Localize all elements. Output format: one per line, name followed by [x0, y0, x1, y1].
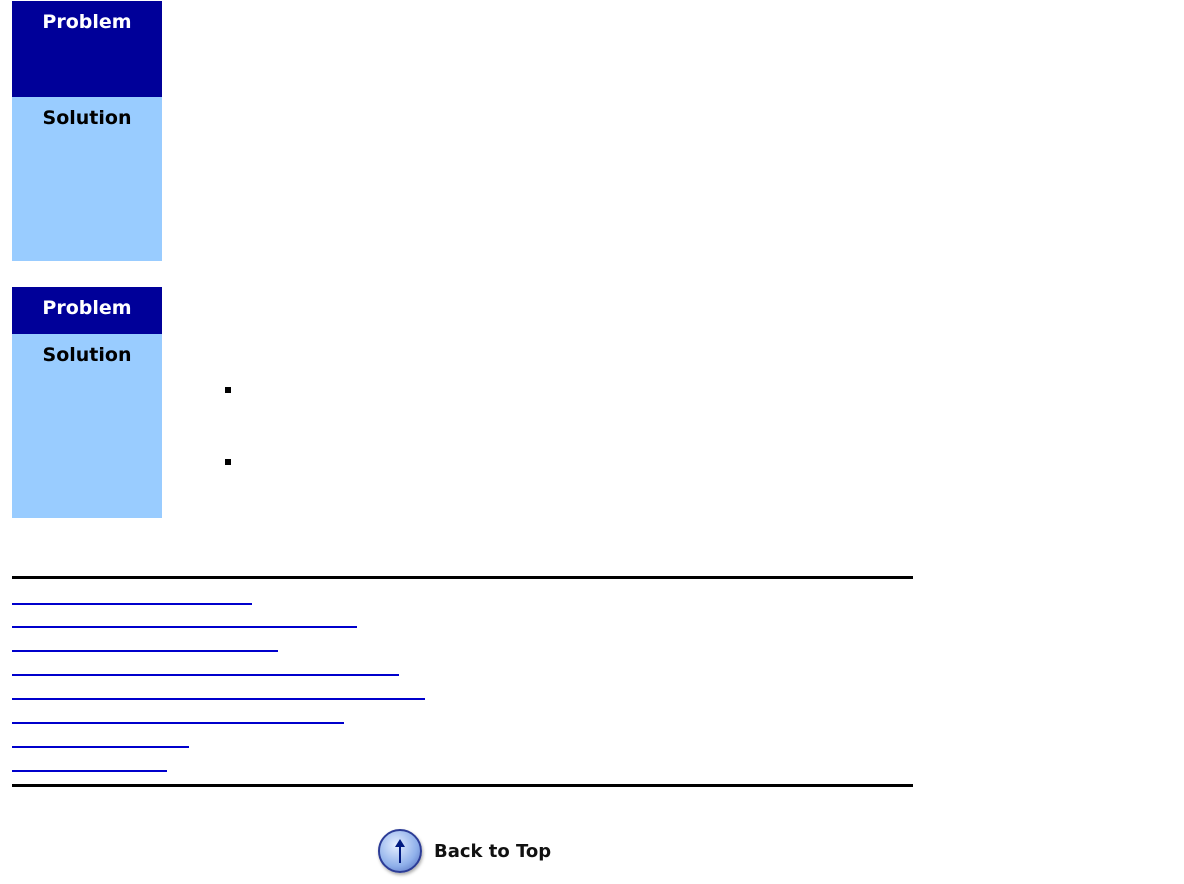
divider-bottom — [12, 784, 913, 787]
divider-top — [12, 576, 913, 579]
solution-header-1: Solution — [12, 97, 162, 261]
back-to-top-button[interactable]: Back to Top — [378, 829, 551, 873]
problem-header-2: Problem — [12, 287, 162, 334]
nav-link-6[interactable] — [12, 722, 344, 724]
bullet-icon — [225, 459, 231, 465]
solution-header-2: Solution — [12, 334, 162, 518]
nav-link-5[interactable] — [12, 698, 425, 700]
nav-link-3[interactable] — [12, 650, 278, 652]
nav-link-2[interactable] — [12, 626, 357, 628]
nav-link-1[interactable] — [12, 603, 252, 605]
up-arrow-circle-icon — [378, 829, 422, 873]
bullet-icon — [225, 387, 231, 393]
nav-link-4[interactable] — [12, 674, 399, 676]
nav-link-8[interactable] — [12, 770, 167, 772]
problem-header-1: Problem — [12, 1, 162, 97]
nav-link-7[interactable] — [12, 746, 189, 748]
back-to-top-label: Back to Top — [434, 840, 552, 862]
